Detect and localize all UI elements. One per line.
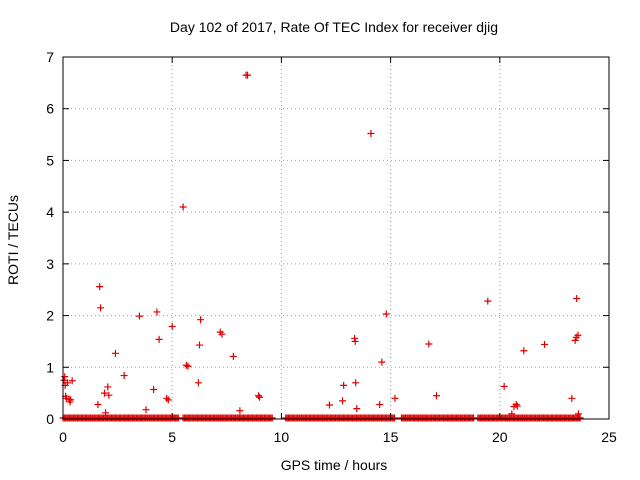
data-point <box>61 373 69 381</box>
data-point <box>120 372 128 380</box>
data-point <box>367 130 375 138</box>
data-point <box>168 322 176 330</box>
data-point <box>179 203 187 211</box>
data-point <box>164 396 172 404</box>
data-point <box>351 337 359 345</box>
data-point <box>104 383 112 391</box>
data-point <box>153 308 161 316</box>
data-point <box>432 392 440 400</box>
data-point <box>142 406 150 414</box>
x-tick-label: 20 <box>492 429 508 445</box>
data-point <box>325 401 333 409</box>
data-point <box>574 410 582 418</box>
data-point <box>425 340 433 348</box>
y-tick-label: 3 <box>46 256 54 272</box>
data-point <box>68 377 76 385</box>
baseline-point <box>576 414 584 422</box>
data-point <box>102 409 110 417</box>
data-point <box>376 401 384 409</box>
y-tick-label: 6 <box>46 101 54 117</box>
data-point <box>353 405 361 413</box>
data-point <box>94 401 102 409</box>
data-point <box>254 392 262 400</box>
data-point <box>508 410 516 418</box>
data-point <box>256 393 264 401</box>
data-point <box>500 382 508 390</box>
data-point <box>100 389 108 397</box>
data-point <box>197 316 205 324</box>
x-tick-label: 10 <box>274 429 290 445</box>
x-tick-label: 0 <box>59 429 67 445</box>
data-point <box>97 304 105 312</box>
data-point <box>111 349 119 357</box>
plot-frame <box>62 56 610 420</box>
y-tick-label: 2 <box>46 308 54 324</box>
data-point <box>196 341 203 349</box>
x-axis-label: GPS time / hours <box>281 457 388 473</box>
data-point <box>244 71 252 79</box>
data-points <box>59 71 584 422</box>
data-point <box>513 402 521 410</box>
y-tick-label: 0 <box>46 411 54 427</box>
data-point <box>229 352 237 360</box>
data-point <box>150 386 158 394</box>
data-point <box>96 283 104 291</box>
data-point <box>352 379 360 387</box>
data-point <box>520 347 528 355</box>
data-point <box>105 391 113 399</box>
data-point <box>135 312 143 320</box>
data-point <box>541 341 549 349</box>
x-tick-label: 5 <box>168 429 176 445</box>
axes: 0 5 10 15 20 25 0 1 2 3 4 5 6 7 <box>46 49 617 445</box>
x-tick-label: 15 <box>383 429 399 445</box>
data-point <box>63 379 71 387</box>
data-point <box>340 381 348 389</box>
x-tick-label: 25 <box>601 429 617 445</box>
y-tick-label: 7 <box>46 49 54 65</box>
data-point <box>382 310 390 318</box>
data-point <box>571 336 579 344</box>
data-point <box>351 334 359 342</box>
data-point <box>512 401 520 409</box>
data-point <box>568 394 576 402</box>
data-point <box>484 297 492 305</box>
chart-title: Day 102 of 2017, Rate Of TEC Index for r… <box>170 19 498 35</box>
data-point <box>573 295 581 303</box>
data-point <box>67 396 75 404</box>
y-axis-label: ROTI / TECUs <box>5 195 21 285</box>
data-point <box>236 407 244 415</box>
data-point <box>391 394 399 402</box>
y-tick-label: 5 <box>46 152 54 168</box>
grid-lines <box>63 57 609 419</box>
data-point <box>339 397 347 405</box>
data-point <box>218 330 226 338</box>
data-point <box>163 394 171 402</box>
y-tick-label: 1 <box>46 359 54 375</box>
data-point <box>574 331 582 339</box>
data-point <box>184 362 192 370</box>
baseline-point <box>268 414 276 422</box>
baseline-point <box>391 414 399 422</box>
data-point <box>378 358 386 366</box>
data-point <box>194 379 202 387</box>
y-tick-label: 4 <box>46 204 54 220</box>
data-point <box>155 335 163 343</box>
data-point <box>182 361 190 369</box>
